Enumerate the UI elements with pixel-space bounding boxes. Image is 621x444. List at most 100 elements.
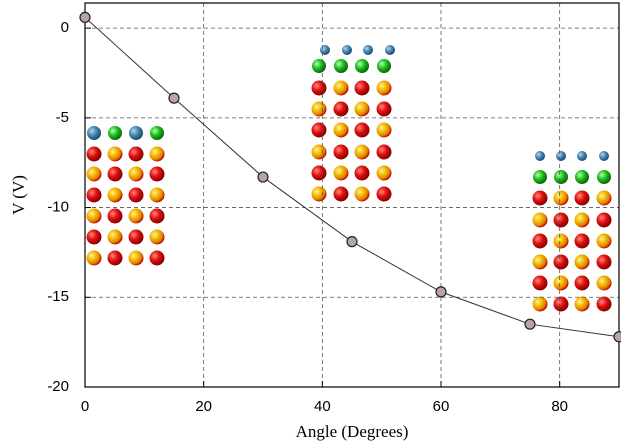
atom: [354, 186, 370, 202]
atom: [554, 170, 568, 184]
data-point: [524, 318, 536, 330]
atom: [574, 233, 590, 249]
atom: [311, 122, 327, 138]
atom: [553, 190, 569, 206]
atom: [333, 165, 349, 181]
atom: [311, 101, 327, 117]
atom: [149, 187, 165, 203]
atom: [86, 208, 102, 224]
y-axis-label: V (V): [9, 175, 28, 215]
atom: [532, 254, 548, 270]
x-tick-label: 0: [81, 398, 89, 415]
atom: [107, 208, 123, 224]
atom: [355, 59, 369, 73]
atom: [574, 296, 590, 312]
atom: [553, 254, 569, 270]
plot-frame: [84, 2, 620, 388]
atom: [334, 59, 348, 73]
atom: [128, 146, 144, 162]
x-tick-label: 40: [314, 398, 331, 415]
y-tick-label: 0: [61, 19, 69, 36]
atom: [128, 166, 144, 182]
atom: [574, 212, 590, 228]
atom: [128, 187, 144, 203]
atom: [533, 170, 547, 184]
atom: [311, 144, 327, 160]
data-point: [79, 11, 91, 23]
x-tick-label: 20: [195, 398, 212, 415]
atom: [149, 166, 165, 182]
atom: [333, 80, 349, 96]
atom: [149, 250, 165, 266]
atom: [108, 126, 122, 140]
atom: [553, 296, 569, 312]
atom: [354, 144, 370, 160]
atom: [596, 190, 612, 206]
atom: [86, 229, 102, 245]
atom: [553, 275, 569, 291]
atom: [107, 229, 123, 245]
data-point: [257, 171, 269, 183]
atom: [532, 233, 548, 249]
atom: [574, 254, 590, 270]
atom: [575, 170, 589, 184]
atom: [596, 296, 612, 312]
atom: [596, 275, 612, 291]
atom: [87, 126, 101, 140]
atom: [107, 250, 123, 266]
x-axis-label: Angle (Degrees): [296, 422, 409, 441]
atom: [354, 122, 370, 138]
atom: [599, 151, 609, 161]
y-tick-label: -20: [47, 378, 69, 395]
data-point: [435, 286, 447, 298]
atom: [128, 208, 144, 224]
atom: [376, 101, 392, 117]
y-tick-label: -10: [47, 199, 69, 216]
atom: [86, 166, 102, 182]
y-tick-label: -5: [56, 109, 69, 126]
y-tick-label: -15: [47, 288, 69, 305]
atom: [553, 212, 569, 228]
atom: [150, 126, 164, 140]
atom: [129, 126, 143, 140]
atom: [376, 165, 392, 181]
atom: [128, 250, 144, 266]
atom: [553, 233, 569, 249]
data-point: [613, 331, 621, 343]
atom: [377, 59, 391, 73]
atom: [532, 296, 548, 312]
atom: [532, 275, 548, 291]
atom: [376, 144, 392, 160]
atom: [535, 151, 545, 161]
atom: [596, 212, 612, 228]
data-point: [346, 236, 358, 248]
atom: [376, 80, 392, 96]
data-point: [168, 92, 180, 104]
atom: [385, 45, 395, 55]
atom: [333, 144, 349, 160]
atom: [86, 250, 102, 266]
x-tick-label: 80: [551, 398, 568, 415]
atom: [596, 233, 612, 249]
atom: [128, 229, 144, 245]
atom: [354, 165, 370, 181]
atom: [333, 186, 349, 202]
atom: [107, 146, 123, 162]
atom: [574, 275, 590, 291]
atom: [376, 122, 392, 138]
x-tick-label: 60: [433, 398, 450, 415]
atom: [149, 146, 165, 162]
atom: [107, 166, 123, 182]
atom: [556, 151, 566, 161]
atomic-structures: [86, 45, 612, 312]
atom: [363, 45, 373, 55]
atom: [311, 165, 327, 181]
atom: [107, 187, 123, 203]
atom: [86, 187, 102, 203]
atom: [320, 45, 330, 55]
atom: [86, 146, 102, 162]
atom: [376, 186, 392, 202]
atom: [577, 151, 587, 161]
atom: [596, 254, 612, 270]
